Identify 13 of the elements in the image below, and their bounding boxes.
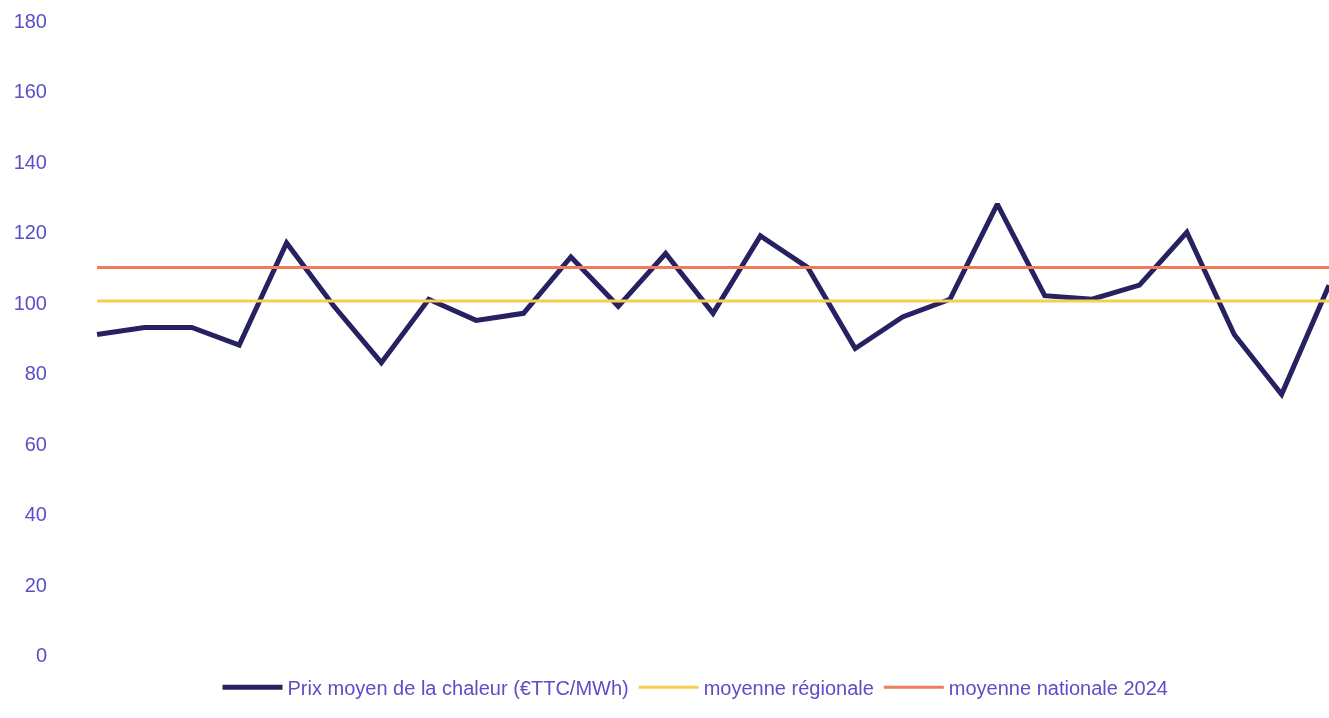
- y-tick-label: 0: [35, 644, 47, 666]
- y-tick-label: 40: [24, 503, 47, 526]
- legend-label: moyenne régionale: [703, 676, 874, 699]
- y-tick-label: 20: [24, 573, 47, 596]
- y-tick-label: 80: [24, 362, 47, 385]
- y-tick-label: 140: [13, 150, 47, 173]
- legend-label: Prix moyen de la chaleur (€TTC/MWh): [287, 676, 629, 699]
- y-tick-label: 160: [13, 80, 47, 103]
- y-tick-label: 60: [24, 432, 47, 455]
- y-tick-label: 180: [13, 10, 47, 32]
- y-tick-label: 100: [13, 291, 47, 314]
- legend-label: moyenne nationale 2024: [948, 676, 1168, 699]
- y-tick-label: 120: [13, 221, 47, 244]
